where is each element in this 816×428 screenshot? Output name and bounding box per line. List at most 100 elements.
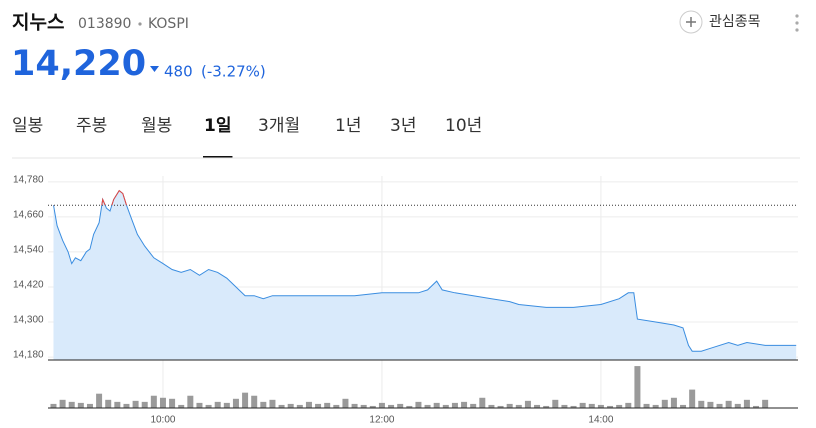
tab[interactable]: 1년: [335, 116, 361, 136]
volume-bar: [305, 401, 312, 408]
volume-bar: [442, 404, 449, 408]
volume-bar: [479, 397, 486, 408]
volume-bar: [597, 404, 604, 408]
tab[interactable]: 1일: [204, 116, 231, 136]
volume-bar: [543, 405, 550, 408]
volume-bar: [634, 366, 641, 408]
volume-bar: [552, 399, 559, 408]
tab[interactable]: 10년: [445, 116, 482, 136]
volume-bar: [360, 404, 367, 408]
volume-bar: [251, 395, 258, 408]
volume-bar: [232, 398, 239, 408]
volume-bar: [196, 402, 203, 408]
volume-bar: [689, 389, 696, 408]
tab[interactable]: 일봉: [12, 116, 43, 136]
volume-bar: [378, 402, 385, 408]
volume-bar: [114, 401, 121, 408]
volume-bar: [159, 397, 166, 408]
volume-bar: [105, 399, 112, 408]
volume-bar: [214, 401, 221, 408]
tabs: 일봉 주봉 월봉 1일 3개월 1년 3년 10년: [12, 116, 482, 158]
volume-bar: [607, 405, 614, 408]
volume-bar: [406, 405, 413, 408]
price-area: [53, 190, 797, 360]
x-tick-label: 10:00: [150, 415, 175, 426]
volume-bar: [123, 403, 130, 408]
watch-label: 관심종목: [709, 14, 761, 30]
volume-bar: [150, 395, 157, 408]
watch-button[interactable]: 관심종목: [679, 10, 761, 34]
volume-bar: [369, 405, 376, 408]
volume-bar: [296, 404, 303, 408]
volume-bar: [707, 401, 714, 408]
volume-bar: [753, 405, 760, 408]
volume-bar: [260, 401, 267, 408]
tab[interactable]: 주봉: [76, 116, 107, 136]
volume-bar: [269, 399, 276, 408]
volume-bar: [497, 405, 504, 408]
volume-bar: [762, 399, 769, 408]
volume-bar: [333, 404, 340, 408]
volume-bar: [716, 403, 723, 408]
x-tick-label: 14:00: [588, 415, 613, 426]
volume-bar: [625, 402, 632, 408]
volume-bar: [287, 403, 294, 408]
volume-bar: [278, 404, 285, 408]
price-line-above: [53, 189, 128, 206]
stock-name: 지누스: [12, 12, 64, 34]
volume-bar: [570, 405, 577, 408]
volume-bar: [661, 399, 668, 408]
volume-bar: [725, 400, 732, 408]
volume-bar: [698, 400, 705, 408]
more-menu[interactable]: [795, 14, 799, 32]
volume-bar: [86, 403, 93, 408]
volume-bar: [524, 400, 531, 408]
y-tick-label: 14,420: [13, 280, 44, 291]
stock-code: 013890: [78, 16, 131, 32]
volume-bar: [743, 399, 750, 408]
volume-bar: [561, 404, 568, 408]
volume-bar: [461, 401, 468, 408]
x-tick-label: 12:00: [369, 415, 394, 426]
tab[interactable]: 3개월: [258, 116, 300, 136]
volume-bar: [242, 392, 249, 408]
volume-bar: [534, 404, 541, 408]
volume-bar: [433, 402, 440, 408]
volume-bar: [59, 399, 66, 408]
volume-bar: [223, 402, 230, 408]
separator: [138, 22, 142, 26]
change-pct: (-3.27%): [201, 63, 266, 81]
volume-bar: [515, 404, 522, 408]
volume-bar: [415, 401, 422, 408]
volume-bar: [451, 402, 458, 408]
chart: 14,780 14,660 14,540 14,420 14,300 14,180 10:0…: [13, 174, 798, 426]
market: KOSPI: [148, 16, 189, 32]
plus: [686, 17, 696, 27]
volume-bar: [50, 403, 57, 408]
volume-bar: [96, 393, 103, 408]
y-tick-label: 14,300: [13, 315, 44, 326]
volume-bar: [616, 404, 623, 408]
change: 480: [164, 63, 193, 81]
volume-bar: [470, 403, 477, 408]
volume-bar: [205, 404, 212, 408]
volume-bar: [397, 403, 404, 408]
y-tick-label: 14,780: [13, 174, 44, 185]
volume-bar: [324, 402, 331, 408]
tab[interactable]: 월봉: [141, 116, 172, 136]
volume-bar: [734, 403, 741, 408]
volume-bar: [351, 403, 358, 408]
volume-bar: [132, 400, 139, 408]
volume-bar: [77, 402, 84, 408]
volume-bar: [652, 404, 659, 408]
volume-bar: [68, 401, 75, 408]
volume-bar: [388, 404, 395, 408]
volume-bar: [342, 398, 349, 408]
volume-bar: [488, 404, 495, 408]
volume-bar: [178, 404, 185, 408]
tab[interactable]: 3년: [390, 116, 416, 136]
down-arrow: [150, 66, 159, 72]
y-tick-label: 14,180: [13, 350, 44, 361]
